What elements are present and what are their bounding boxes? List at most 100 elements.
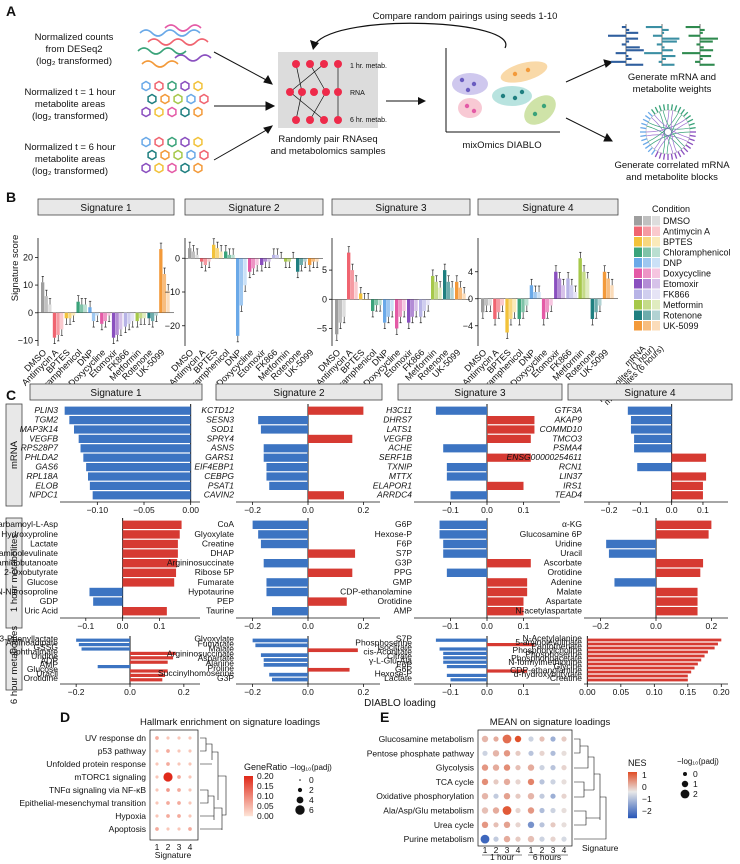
- score-bar: [426, 299, 430, 306]
- loading-label: GARS1: [205, 452, 234, 462]
- enrichment-dot: [177, 762, 181, 766]
- weight-bar: [695, 60, 700, 63]
- score-bar: [200, 258, 204, 262]
- nes-dot: [502, 734, 512, 744]
- x-tick-label: 0.0: [302, 505, 314, 515]
- panel-e-color-legend-title: NES: [628, 758, 647, 768]
- loading-label: Glyoxylate: [194, 529, 234, 539]
- nes-dot: [480, 834, 490, 844]
- weight-bar: [685, 26, 700, 29]
- sample-dot: [322, 88, 330, 96]
- score-bar: [315, 258, 319, 262]
- sample-dot: [310, 88, 318, 96]
- score-bar: [227, 254, 232, 259]
- row-label: Glycolysis: [436, 763, 474, 773]
- score-bar: [484, 298, 489, 306]
- x-tick-label: 4: [188, 842, 193, 852]
- panel-d-color-legend-title: GeneRatio: [244, 762, 287, 772]
- weight-bar: [652, 34, 662, 37]
- loading-label: cis-Aconitate: [363, 647, 412, 657]
- legend-swatch: [643, 258, 651, 268]
- nes-dot: [539, 836, 545, 842]
- score-bar: [203, 258, 208, 265]
- colorbar-segment: [628, 791, 637, 793]
- score-bar: [52, 312, 57, 338]
- hexagon-mark: [173, 149, 183, 161]
- loading-label: IRS1: [563, 480, 582, 490]
- colorbar-tick-label: 0: [642, 782, 647, 792]
- circos-tick: [688, 122, 695, 126]
- score-bar: [231, 254, 235, 259]
- loading-label: NPDC1: [29, 490, 58, 500]
- loading-bar: [69, 416, 191, 425]
- pair-caption-line1: Randomly pair RNAseq: [278, 134, 377, 145]
- nes-dot: [528, 750, 534, 756]
- facet-title: Signature 4: [522, 203, 574, 214]
- loading-label: H3C11: [386, 405, 412, 415]
- colorbar-segment: [628, 808, 637, 810]
- loading-bar: [263, 658, 308, 662]
- enrichment-dot: [177, 749, 181, 753]
- circos-chord: [648, 112, 679, 142]
- score-bar: [443, 270, 447, 300]
- score-bar: [525, 298, 529, 306]
- loading-label: Malate: [556, 586, 582, 596]
- weight-bar: [621, 43, 626, 46]
- nes-dot: [503, 778, 511, 786]
- legend-swatch: [643, 247, 651, 257]
- nes-dot: [539, 793, 545, 799]
- loading-label: Uracil: [36, 669, 58, 679]
- sample-dot: [292, 116, 300, 124]
- score-bar: [263, 258, 268, 262]
- hexagon-mark: [199, 149, 209, 161]
- x-tick-label: 0.00: [182, 505, 199, 515]
- padj-size-legend: 012: [680, 769, 698, 799]
- y-tick-label: 5: [322, 265, 327, 275]
- loading-label: Lactate: [384, 673, 412, 683]
- facet-strip: [37, 198, 175, 216]
- x-tick-label: 0.0: [302, 621, 314, 631]
- loading-label: Glycine: [554, 661, 583, 671]
- loading-label: Malate: [208, 643, 234, 653]
- score-bar: [287, 258, 292, 262]
- x-tick-label: 3: [505, 845, 510, 855]
- loading-bar: [122, 530, 180, 539]
- enrichment-dot: [155, 827, 159, 831]
- loading-bar: [122, 607, 167, 616]
- score-bar: [64, 312, 68, 319]
- loading-bar: [443, 539, 487, 549]
- loading-label: PSAT1: [208, 480, 235, 490]
- loading-label: LIN37: [559, 471, 582, 481]
- circos-icon: [640, 104, 696, 160]
- colorbar-segment: [244, 803, 253, 805]
- panel-label-c: C: [6, 387, 16, 403]
- x-tick-label: 0.0: [124, 687, 136, 697]
- enrichment-dot: [188, 749, 192, 753]
- loading-label: PEP: [217, 596, 234, 606]
- nes-dot: [539, 807, 545, 814]
- loading-label: Phosphoserine: [355, 638, 412, 648]
- score-bar: [398, 299, 403, 317]
- loading-bar: [627, 406, 672, 415]
- nes-dot: [515, 779, 521, 785]
- loading-bar: [64, 406, 191, 415]
- legend-label: Rotenone: [663, 311, 702, 321]
- loading-label: F6P: [396, 538, 412, 548]
- score-bar: [119, 312, 123, 330]
- nes-dot: [550, 822, 556, 828]
- row-label: Oxidative phosphorylation: [376, 791, 474, 801]
- score-bar: [347, 252, 351, 300]
- colorbar-segment: [244, 777, 253, 779]
- loading-bar: [587, 670, 692, 674]
- loading-bar: [614, 578, 656, 587]
- row-label: Pentose phosphate pathway: [367, 748, 475, 758]
- loading-label: Phosphoserine: [525, 649, 582, 659]
- colorbar-segment: [628, 797, 637, 799]
- hexagon-mark: [193, 80, 203, 92]
- loading-label: GTF3A: [555, 405, 583, 415]
- legend-swatch: [652, 247, 660, 257]
- size-legend-label: 1: [693, 779, 698, 789]
- circos-tick: [670, 153, 674, 160]
- colorbar-tick-label: −1: [642, 794, 652, 804]
- y-tick-label: 0: [468, 294, 473, 304]
